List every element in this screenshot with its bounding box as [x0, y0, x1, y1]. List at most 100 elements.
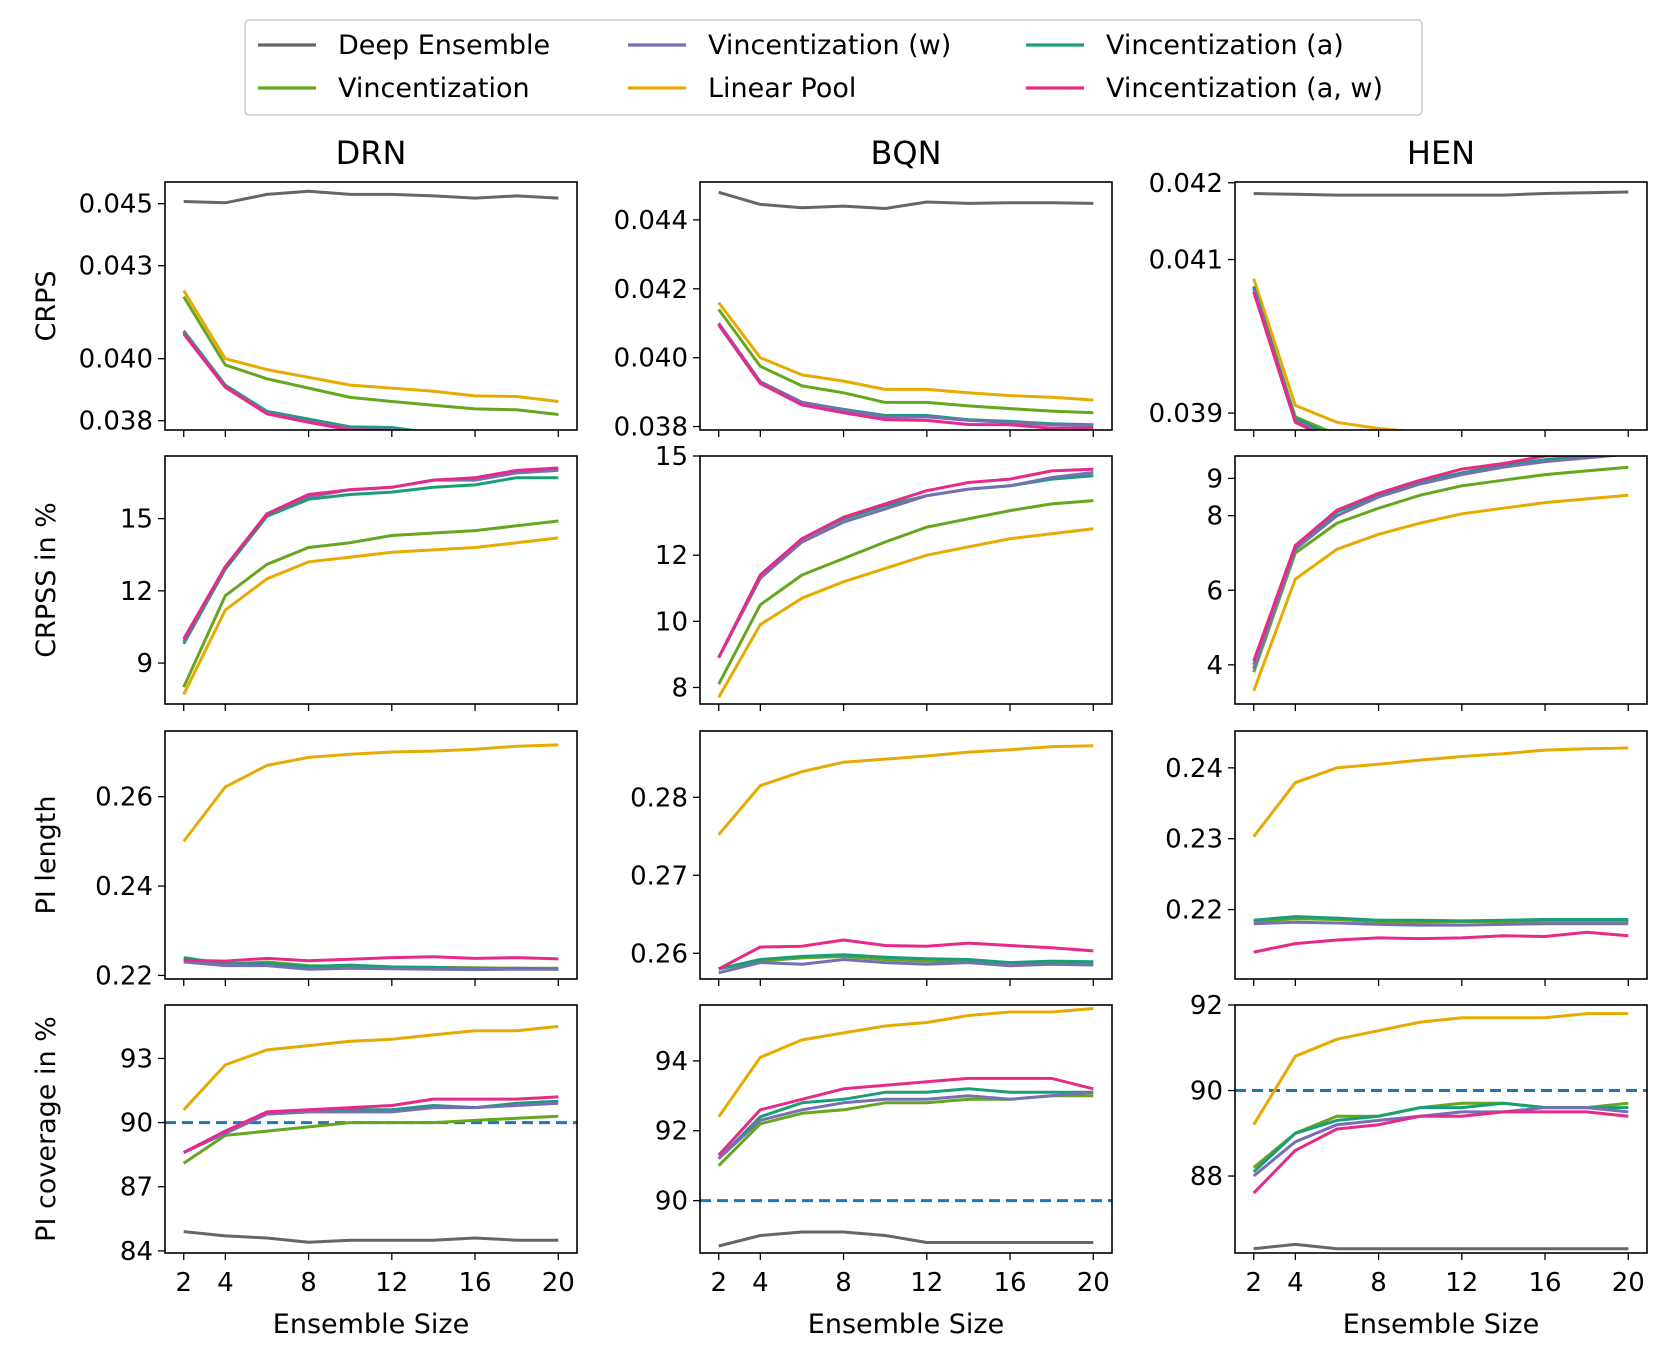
- plot-area: [1252, 456, 1629, 692]
- y-axis-label-pi-length: PI length: [31, 796, 62, 915]
- plot-area: [700, 1007, 1112, 1248]
- y-tick-label: 0.26: [630, 939, 688, 969]
- legend-item-linear-pool[interactable]: Linear Pool: [628, 73, 856, 104]
- panel-hen-pi-coverage-in: 88 90 92 2 4 8 12 16 20 Ensemble Size: [1190, 991, 1648, 1340]
- series-line-vincentization-a-w: [717, 1076, 1094, 1157]
- series-line-vincentization-w: [717, 471, 1094, 659]
- series-line-vincentization-a-w: [717, 324, 1094, 430]
- series-line-vincentization-a: [182, 476, 559, 645]
- panel-frame: [164, 730, 578, 980]
- series-line-vincentization-a-w: [183, 1095, 559, 1154]
- series-line-linear-pool: [182, 1024, 559, 1111]
- x-tick-label: 20: [1612, 1268, 1645, 1298]
- series-line-vincentization-a-w: [1253, 930, 1629, 954]
- y-tick-label: 0.22: [95, 961, 153, 991]
- panel-frame: [1234, 730, 1648, 980]
- series-line-linear-pool: [717, 527, 1094, 699]
- panel-grid: DRN BQN HEN CRPS CRPSS in % PI length PI cover…: [31, 134, 1648, 1340]
- series-line-deep-ensemble: [718, 1230, 1094, 1248]
- series-line-vincentization-a-w: [1252, 291, 1315, 430]
- series-line-linear-pool: [1252, 493, 1629, 692]
- series-line-vincentization-w: [1252, 288, 1319, 430]
- series-line-vincentization-a-w: [1252, 456, 1578, 662]
- series-line-vincentization-a-w: [183, 955, 559, 963]
- panel-frame: [164, 1004, 578, 1254]
- plot-area: [1235, 1012, 1647, 1251]
- panel-frame: [699, 181, 1113, 431]
- y-tick-label: 0.28: [630, 783, 688, 813]
- panel-drn-pi-length: 0.22 0.24 0.26: [95, 730, 578, 991]
- legend-item-vincentization-a[interactable]: Vincentization (a): [1026, 30, 1344, 61]
- series-line-linear-pool: [182, 743, 559, 843]
- y-tick-label: 94: [655, 1047, 688, 1077]
- series-line-vincentization: [717, 499, 1094, 685]
- y-tick-label: 0.045: [79, 190, 153, 220]
- column-title-drn: DRN: [336, 134, 407, 172]
- legend-item-vincentization[interactable]: Vincentization: [258, 73, 530, 104]
- series-line-vincentization-a-w: [1252, 1110, 1629, 1195]
- series-line-vincentization-w: [182, 331, 407, 430]
- series-line-linear-pool: [1252, 278, 1412, 430]
- legend-label-deep-ensemble: Deep Ensemble: [338, 30, 550, 61]
- y-axis-label-crpss-in: CRPSS in %: [31, 502, 62, 658]
- series-line-vincentization-w: [183, 1101, 559, 1154]
- series-line-deep-ensemble: [1253, 190, 1629, 197]
- panel-bqn-pi-coverage-in: 90 92 94 2 4 8 12 16 20 Ensemble Size: [655, 1004, 1113, 1340]
- series-line-linear-pool: [182, 289, 559, 403]
- panel-frame: [1234, 181, 1648, 431]
- y-tick-label: 90: [655, 1187, 688, 1217]
- series-line-vincentization-w: [717, 322, 1094, 428]
- legend-item-vincentization-a-w[interactable]: Vincentization (a, w): [1026, 73, 1383, 104]
- panel-hen-crps: 0.039 0.041 0.042: [1149, 169, 1648, 437]
- panel-drn-crps: 0.038 0.040 0.043 0.045: [79, 181, 578, 437]
- plot-area: [182, 466, 559, 696]
- x-tick-label: 16: [458, 1268, 491, 1298]
- y-tick-label: 92: [1190, 991, 1223, 1021]
- series-line-linear-pool: [717, 301, 1094, 402]
- panel-frame: [699, 455, 1113, 705]
- series-line-vincentization-a-w: [182, 466, 559, 640]
- y-tick-label: 15: [120, 505, 153, 535]
- y-tick-label: 0.26: [95, 783, 153, 813]
- y-tick-label: 9: [136, 649, 153, 679]
- x-axis-label: Ensemble Size: [273, 1309, 469, 1340]
- x-tick-label: 8: [300, 1268, 317, 1298]
- y-tick-label: 15: [655, 442, 688, 472]
- series-line-vincentization-a: [717, 1087, 1094, 1160]
- plot-area: [717, 744, 1094, 975]
- x-tick-label: 16: [1528, 1268, 1561, 1298]
- legend-item-vincentization-w[interactable]: Vincentization (w): [628, 30, 951, 61]
- y-tick-label: 92: [655, 1117, 688, 1147]
- x-tick-label: 4: [217, 1268, 234, 1298]
- series-line-vincentization: [1252, 465, 1629, 673]
- x-tick-label: 20: [542, 1268, 575, 1298]
- legend-frame: [244, 19, 1423, 116]
- column-title-bqn: BQN: [870, 134, 941, 172]
- plot-area: [1252, 190, 1629, 430]
- series-line-linear-pool: [717, 1007, 1094, 1118]
- y-axis-label-pi-coverage-in: PI coverage in %: [31, 1016, 62, 1242]
- plot-area: [182, 189, 559, 430]
- x-tick-label: 4: [752, 1268, 769, 1298]
- series-line-vincentization-w: [1252, 456, 1624, 670]
- series-line-linear-pool: [1252, 1012, 1629, 1126]
- x-tick-label: 8: [1370, 1268, 1387, 1298]
- y-tick-label: 0.040: [614, 344, 688, 374]
- y-tick-label: 12: [655, 541, 688, 571]
- series-line-vincentization-a-w: [718, 938, 1094, 971]
- series-line-vincentization-w: [1252, 1106, 1629, 1178]
- plot-area: [165, 1024, 577, 1244]
- series-line-deep-ensemble: [718, 190, 1094, 210]
- y-tick-label: 90: [1190, 1077, 1223, 1107]
- x-tick-label: 12: [910, 1268, 943, 1298]
- y-axis-label-crps: CRPS: [31, 270, 62, 341]
- panel-frame: [1234, 1004, 1648, 1254]
- y-tick-label: 6: [1206, 576, 1223, 606]
- x-tick-label: 2: [1245, 1268, 1262, 1298]
- panel-hen-pi-length: 0.22 0.23 0.24: [1165, 730, 1648, 986]
- legend-item-deep-ensemble[interactable]: Deep Ensemble: [258, 30, 550, 61]
- x-tick-label: 2: [175, 1268, 192, 1298]
- panel-frame: [1234, 455, 1648, 705]
